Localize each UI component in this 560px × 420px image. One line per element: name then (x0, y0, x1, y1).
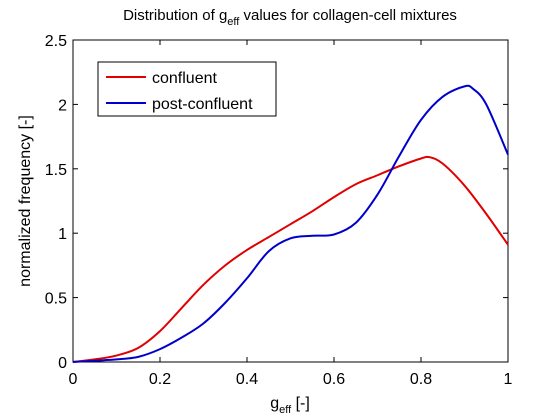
chart-title: Distribution of geff values for collagen… (123, 7, 457, 28)
x-tick-label: 0.8 (410, 371, 432, 388)
legend-label-confluent: confluent (152, 70, 217, 87)
legend: confluent post-confluent (97, 61, 277, 117)
y-tick-label: 1 (58, 226, 67, 243)
x-tick-label: 0 (69, 371, 78, 388)
y-axis-label: normalized frequency [-] (17, 115, 34, 287)
x-tick-label: 0.4 (236, 371, 258, 388)
legend-box (97, 61, 277, 117)
y-tick-label: 2 (58, 97, 67, 114)
legend-label-post-confluent: post-confluent (152, 96, 253, 113)
series-line-confluent (72, 155, 509, 363)
series-line-post-confluent (72, 84, 509, 363)
series-group (72, 84, 509, 363)
y-tick-label: 0.5 (45, 291, 67, 308)
x-axis-label: geff [-] (270, 395, 310, 416)
y-tick-label: 2.5 (45, 33, 67, 50)
x-tick-label: 0.6 (323, 371, 345, 388)
x-tick-label: 0.2 (149, 371, 171, 388)
y-tick-label: 1.5 (45, 162, 67, 179)
axis-ticks: 0 0.2 0.4 0.6 0.8 1 0 0.5 1 1.5 2 2.5 (45, 33, 513, 388)
x-tick-label: 1 (504, 371, 513, 388)
y-tick-label: 0 (58, 355, 67, 372)
